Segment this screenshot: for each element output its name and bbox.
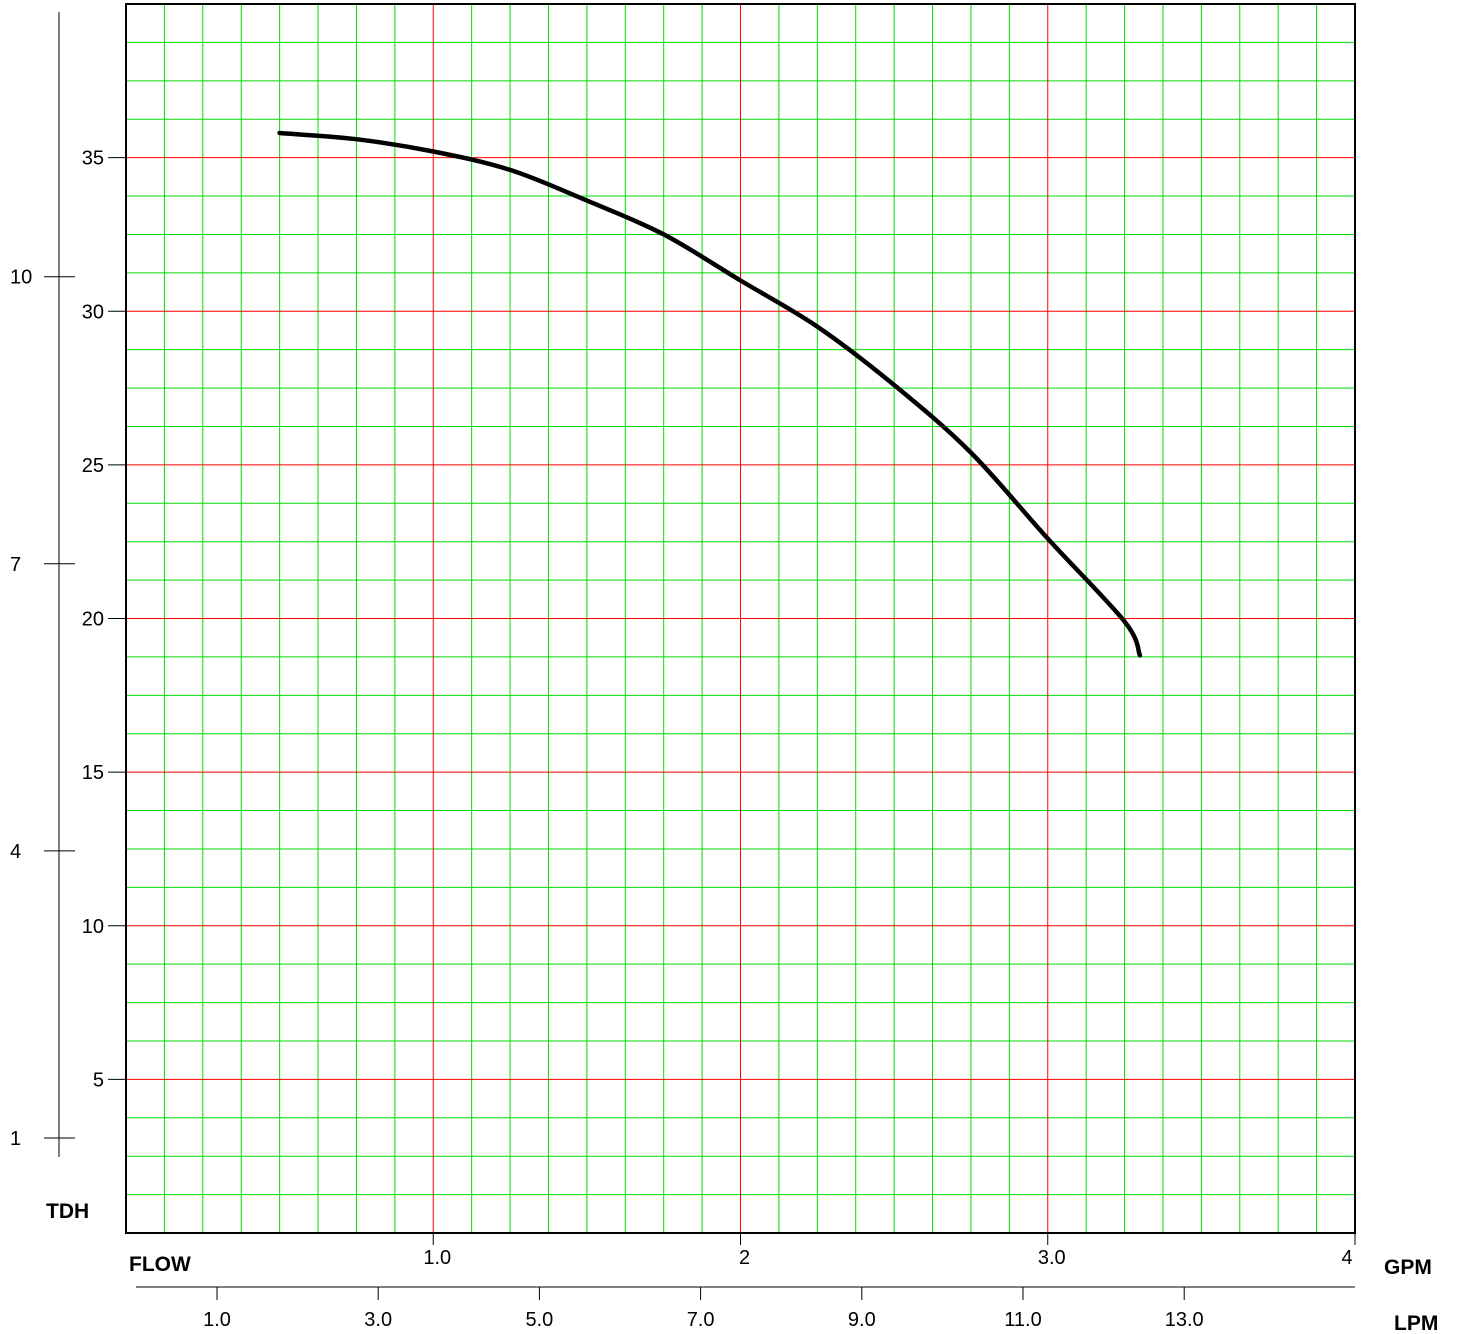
y-tick-label: 15: [82, 762, 104, 784]
x2-axis-unit-lpm: LPM: [1394, 1312, 1438, 1334]
y-tick-label: 25: [82, 455, 104, 477]
y-tick-label: 10: [82, 916, 104, 938]
y2-tick-label: 4: [10, 841, 21, 863]
x2-tick-label: 7.0: [687, 1309, 715, 1331]
x-tick-label: 3.0: [1038, 1247, 1066, 1269]
y-tick-label: 5: [93, 1069, 104, 1091]
x-axis-unit-gpm: GPM: [1384, 1256, 1432, 1279]
x2-tick-label: 9.0: [848, 1309, 876, 1331]
x2-tick-label: 13.0: [1165, 1309, 1204, 1331]
x-tick-label: 4: [1341, 1247, 1352, 1269]
x-tick-label: 1.0: [423, 1247, 451, 1269]
y-tick-label: 35: [82, 148, 104, 170]
major-grid: [126, 4, 1355, 1233]
x2-tick-label: 3.0: [364, 1309, 392, 1331]
y-axis-title: TDH: [46, 1200, 89, 1223]
x2-tick-label: 11.0: [1004, 1309, 1041, 1331]
y2-tick-label: 1: [10, 1128, 21, 1150]
pump-curve-series-0: [277, 130, 1143, 658]
ticks-layer: 5 10 15 20 25 30 35 1 4 7 10 1.0 2 3.0 4 1.0 3.0 5.0 7.0 9.…: [10, 12, 1356, 1331]
y2-tick-label: 10: [10, 267, 32, 289]
x2-tick-label: 5.0: [525, 1309, 553, 1331]
y2-tick-label: 7: [10, 554, 21, 576]
y-tick-label: 20: [82, 609, 104, 631]
x2-tick-label: 1.0: [203, 1309, 231, 1331]
x-axis-title: FLOW: [129, 1253, 191, 1276]
x-tick-label: 2: [739, 1247, 750, 1269]
y-tick-label: 30: [82, 301, 104, 323]
curve-layer: [277, 130, 1143, 658]
